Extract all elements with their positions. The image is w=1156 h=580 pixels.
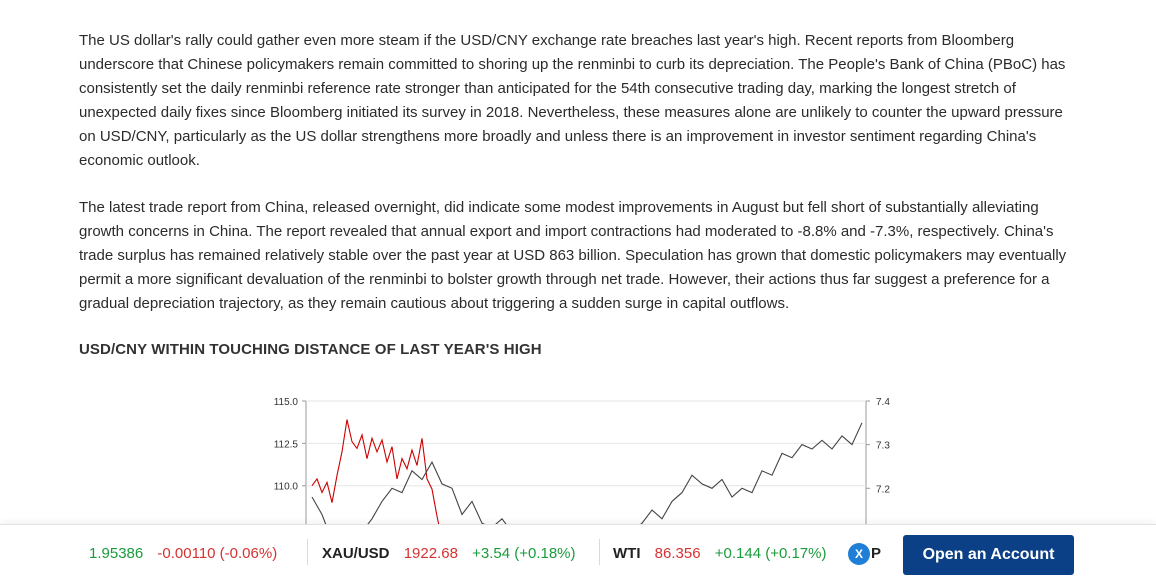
chart-series-red-line: [311, 419, 463, 546]
ticker-item-1-change: -0.00110 (-0.06%): [157, 545, 278, 562]
chart-series-black-line: [311, 422, 863, 569]
chart-left-tick-label: 110.0: [274, 482, 299, 493]
chart-right-tick-label: 7.2: [876, 484, 890, 495]
chart-right-tick-label: 7.4: [876, 397, 890, 408]
chart-right-tick-label: 7.3: [876, 441, 890, 452]
ticker-price: 1922.68: [403, 545, 458, 562]
ticker-bar: 1.95386 -0.00110 (-0.06%) XAU/USD 1922.6…: [0, 524, 1156, 580]
ticker-divider: [307, 539, 308, 565]
ticker-change: +3.54 (+0.18%): [472, 545, 576, 562]
chart-heading: USD/CNY WITHIN TOUCHING DISTANCE OF LAST…: [79, 341, 542, 358]
chart-left-tick-label: 115.0: [274, 397, 299, 408]
article-paragraph-2: The latest trade report from China, rele…: [79, 199, 1067, 312]
xp-logo-icon[interactable]: X: [848, 543, 870, 565]
ticker-price: 86.356: [654, 545, 701, 562]
ticker-item-xauusd[interactable]: XAU/USD 1922.68 +3.54 (+0.18%): [322, 545, 576, 562]
ticker-item-1[interactable]: 1.95386 -0.00110 (-0.06%): [89, 545, 277, 562]
ticker-symbol: XAU/USD: [322, 545, 390, 562]
article-paragraph-1: The US dollar's rally could gather even …: [79, 32, 1066, 169]
ticker-item-1-price: 1.95386: [89, 545, 144, 562]
chart-left-tick-label: 112.5: [274, 439, 299, 450]
ticker-change: +0.144 (+0.17%): [714, 545, 827, 562]
ticker-symbol: WTI: [613, 545, 641, 562]
open-account-button[interactable]: Open an Account: [903, 535, 1074, 575]
ticker-divider: [599, 539, 600, 565]
ticker-item-wti[interactable]: WTI 86.356 +0.144 (+0.17%): [613, 545, 826, 562]
ticker-item-cut-label: P: [871, 545, 882, 562]
